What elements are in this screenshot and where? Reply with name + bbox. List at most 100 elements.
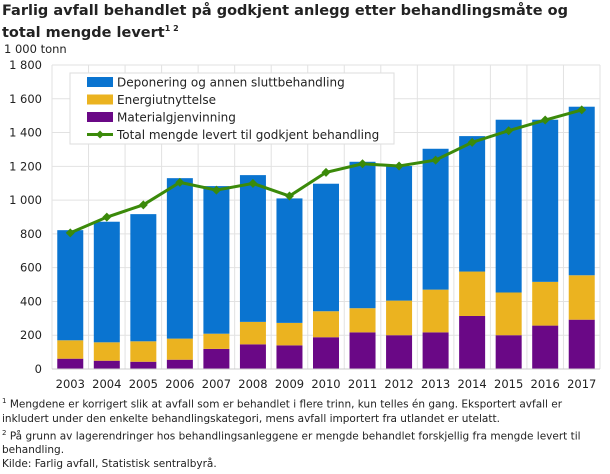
bar-material-2007 bbox=[203, 348, 230, 369]
x-tick-label: 2003 bbox=[56, 377, 85, 391]
legend-label: Deponering og annen sluttbehandling bbox=[117, 76, 345, 90]
bar-material-2012 bbox=[386, 335, 413, 369]
y-tick-label: 400 bbox=[20, 294, 42, 308]
bar-energi-2010 bbox=[313, 311, 339, 338]
line-point-2010 bbox=[321, 167, 331, 177]
bar-deponering-2015 bbox=[495, 119, 522, 293]
bar-energi-2004 bbox=[93, 342, 120, 361]
bar-material-2003 bbox=[57, 358, 84, 369]
bar-material-2017 bbox=[568, 319, 595, 369]
y-tick-label: 1 400 bbox=[9, 126, 42, 140]
legend-swatch-energi bbox=[87, 94, 113, 105]
bar-material-2016 bbox=[532, 325, 559, 369]
bar-material-2009 bbox=[276, 345, 303, 369]
x-tick-label: 2008 bbox=[238, 377, 267, 391]
y-tick-label: 1 600 bbox=[9, 92, 42, 106]
bar-material-2014 bbox=[459, 315, 486, 369]
x-tick-label: 2010 bbox=[311, 377, 340, 391]
y-tick-label: 1 200 bbox=[9, 159, 42, 173]
line-point-2016 bbox=[540, 115, 550, 125]
line-point-2017 bbox=[577, 105, 587, 115]
y-tick-label: 200 bbox=[20, 328, 42, 342]
bar-energi-2016 bbox=[532, 281, 559, 326]
footnote-2-mark: 2 bbox=[2, 428, 7, 437]
y-tick-label: 1 800 bbox=[9, 58, 42, 72]
bar-material-2006 bbox=[166, 359, 193, 369]
bar-deponering-2008 bbox=[239, 175, 266, 322]
y-tick-label: 0 bbox=[35, 362, 42, 376]
bar-material-2013 bbox=[422, 332, 449, 369]
line-point-2009 bbox=[284, 191, 294, 201]
x-tick-label: 2004 bbox=[92, 377, 121, 391]
bar-energi-2012 bbox=[386, 300, 413, 336]
legend-label: Materialgjenvinning bbox=[117, 111, 236, 125]
bar-deponering-2006 bbox=[166, 178, 193, 339]
legend-swatch-deponering bbox=[87, 77, 113, 87]
bar-deponering-2011 bbox=[349, 161, 376, 309]
x-tick-label: 2014 bbox=[457, 377, 486, 391]
bar-material-2004 bbox=[93, 360, 120, 369]
bar-deponering-2013 bbox=[422, 148, 449, 290]
bar-energi-2003 bbox=[57, 340, 84, 359]
x-tick-label: 2009 bbox=[275, 377, 304, 391]
y-tick-label: 1 000 bbox=[9, 193, 42, 207]
y-tick-label: 600 bbox=[20, 261, 42, 275]
bar-deponering-2003 bbox=[57, 230, 84, 341]
footnote-2: 2 På grunn av lagerendringer hos behandl… bbox=[2, 426, 608, 458]
line-point-2004 bbox=[102, 212, 112, 222]
x-tick-label: 2012 bbox=[384, 377, 413, 391]
bar-material-2015 bbox=[495, 335, 522, 369]
x-tick-label: 2016 bbox=[531, 377, 560, 391]
line-point-2008 bbox=[248, 178, 258, 188]
line-point-2005 bbox=[138, 200, 148, 210]
bar-deponering-2007 bbox=[203, 186, 230, 334]
line-point-2003 bbox=[65, 228, 75, 238]
bar-deponering-2017 bbox=[568, 106, 595, 276]
source: Kilde: Farlig avfall, Statistisk sentral… bbox=[2, 458, 217, 470]
footnote-1-mark: 1 bbox=[2, 397, 7, 405]
line-point-2006 bbox=[175, 177, 185, 187]
bar-deponering-2010 bbox=[313, 183, 339, 312]
title-text: Farlig avfall behandlet på godkjent anle… bbox=[2, 3, 568, 41]
bar-energi-2007 bbox=[203, 333, 230, 349]
x-tick-label: 2017 bbox=[567, 377, 596, 391]
legend-box bbox=[69, 72, 395, 145]
chart-title: Farlig avfall behandlet på godkjent anle… bbox=[2, 2, 602, 42]
footnote-1: 1 Mengdene er korrigert slik at avfall s… bbox=[2, 394, 608, 426]
legend-marker-total bbox=[96, 130, 104, 139]
line-point-2013 bbox=[431, 155, 441, 165]
bar-material-2011 bbox=[349, 332, 376, 369]
y-tick-label: 800 bbox=[20, 227, 42, 241]
title-footnote-marks: 1 2 bbox=[164, 24, 179, 33]
bar-deponering-2009 bbox=[276, 198, 303, 323]
bar-deponering-2005 bbox=[130, 214, 157, 342]
bar-energi-2017 bbox=[568, 275, 595, 320]
x-tick-label: 2015 bbox=[494, 377, 523, 391]
footnote-1-text: Mengdene er korrigert slik at avfall som… bbox=[2, 398, 563, 425]
bar-material-2010 bbox=[313, 337, 339, 369]
line-point-2007 bbox=[211, 185, 221, 195]
line-point-2015 bbox=[504, 126, 514, 136]
legend-label: Total mengde levert til godkjent behandl… bbox=[116, 128, 379, 142]
bar-energi-2005 bbox=[130, 341, 157, 362]
bar-energi-2011 bbox=[349, 308, 376, 333]
bar-material-2005 bbox=[130, 361, 157, 369]
x-tick-label: 2005 bbox=[129, 377, 158, 391]
bar-energi-2006 bbox=[166, 338, 193, 360]
bar-energi-2009 bbox=[276, 322, 303, 346]
footnotes: 1 Mengdene er korrigert slik at avfall s… bbox=[2, 394, 608, 471]
bar-material-2008 bbox=[239, 344, 266, 369]
bar-deponering-2016 bbox=[532, 119, 559, 282]
bar-energi-2013 bbox=[422, 289, 449, 333]
legend-label: Energiutnyttelse bbox=[117, 93, 216, 107]
bar-energi-2015 bbox=[495, 292, 522, 336]
x-tick-label: 2007 bbox=[202, 377, 231, 391]
bar-deponering-2012 bbox=[386, 165, 413, 301]
line-point-2011 bbox=[358, 159, 368, 169]
line-point-2012 bbox=[394, 161, 404, 171]
bar-deponering-2004 bbox=[93, 221, 120, 343]
bar-deponering-2014 bbox=[459, 136, 486, 272]
x-tick-label: 2006 bbox=[165, 377, 194, 391]
bar-energi-2008 bbox=[239, 321, 266, 345]
